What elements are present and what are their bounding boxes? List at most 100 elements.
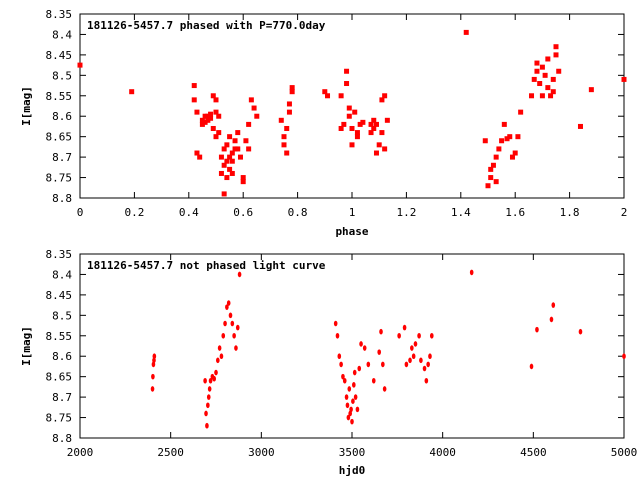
data-point <box>235 130 241 136</box>
data-point <box>345 402 350 409</box>
x-tick-label: 2 <box>621 206 628 219</box>
data-point <box>221 332 226 339</box>
x-tick-label: 1.8 <box>560 206 580 219</box>
y-tick-label: 8.8 <box>52 432 72 445</box>
data-point <box>463 29 469 35</box>
data-point <box>553 52 559 58</box>
y-tick-label: 8.7 <box>52 151 72 164</box>
data-point <box>493 154 499 160</box>
data-point <box>289 89 295 95</box>
data-point <box>221 191 227 197</box>
data-point <box>194 109 200 115</box>
data-point <box>281 142 287 148</box>
data-point <box>408 357 412 364</box>
y-axis-label: I[mag] <box>20 326 33 366</box>
data-point <box>382 386 387 392</box>
data-point <box>535 326 539 333</box>
y-tick-label: 8.65 <box>46 371 73 384</box>
data-point <box>223 320 227 327</box>
y-tick-label: 8.65 <box>46 131 73 144</box>
chart-title: 181126-5457.7 phased with P=770.0day <box>87 19 326 32</box>
data-point <box>337 353 342 360</box>
data-point <box>221 162 227 168</box>
data-point <box>422 365 427 372</box>
data-point <box>410 345 414 351</box>
data-point <box>199 117 205 123</box>
data-point <box>341 121 347 127</box>
data-point <box>371 377 376 384</box>
chart-title: 181126-5457.7 not phased light curve <box>87 259 326 272</box>
data-point <box>371 117 377 123</box>
x-tick-label: 0.6 <box>233 206 253 219</box>
data-point <box>490 162 496 168</box>
data-point <box>373 121 379 127</box>
x-tick-label: 1.2 <box>396 206 416 219</box>
data-point <box>225 304 229 310</box>
plot-frame <box>79 13 625 199</box>
data-point <box>204 410 208 417</box>
data-point <box>286 109 292 115</box>
x-tick-label: 2000 <box>67 446 94 459</box>
y-tick-label: 8.35 <box>46 248 73 261</box>
data-point <box>150 386 155 392</box>
data-point <box>539 64 545 70</box>
y-tick-label: 8.75 <box>46 412 73 425</box>
data-point <box>251 105 257 111</box>
data-point <box>240 179 246 185</box>
data-point <box>577 123 583 129</box>
data-point <box>333 320 338 327</box>
data-point <box>346 105 352 111</box>
data-point <box>197 154 203 160</box>
data-point <box>413 341 418 347</box>
data-point <box>349 406 353 413</box>
data-point <box>556 68 562 74</box>
data-point <box>550 89 556 95</box>
data-point <box>371 125 377 131</box>
data-point <box>419 357 423 364</box>
data-point <box>335 332 340 339</box>
unphased-light-curve-panel: 2000 2500 3000 3500 4000 4500 5000 8.35 8.4 8.45 8… <box>20 248 637 477</box>
y-axis-label: I[mag] <box>20 86 33 126</box>
data-point <box>539 93 545 99</box>
data-point <box>199 121 205 127</box>
data-point <box>322 89 328 95</box>
data-point <box>227 166 233 172</box>
data-point <box>218 154 224 160</box>
data-point <box>246 121 252 127</box>
data-point <box>152 353 157 360</box>
data-point <box>429 332 434 339</box>
data-point <box>578 328 583 335</box>
data-point <box>417 332 421 339</box>
data-point <box>379 130 385 136</box>
data-point <box>229 170 235 176</box>
data-point <box>351 398 355 405</box>
data-point <box>551 302 556 308</box>
data-point <box>545 56 551 62</box>
data-point <box>205 422 209 429</box>
data-point <box>381 361 385 368</box>
y-tick-label: 8.6 <box>52 110 72 123</box>
y-tick-label: 8.6 <box>52 350 72 363</box>
data-point <box>622 353 626 360</box>
data-point <box>501 121 507 127</box>
data-point <box>235 146 241 152</box>
data-point <box>360 119 366 125</box>
data-point <box>210 93 216 99</box>
data-point <box>278 117 284 123</box>
data-point <box>214 369 218 376</box>
data-point <box>213 134 219 140</box>
data-point <box>493 179 499 185</box>
data-point <box>553 44 559 50</box>
data-point <box>224 175 230 181</box>
data-point <box>344 394 349 400</box>
y-tick-label: 8.8 <box>52 192 72 205</box>
data-point <box>341 373 345 380</box>
data-point <box>216 130 222 136</box>
data-point <box>218 170 224 176</box>
y-tick-label: 8.4 <box>52 268 72 281</box>
data-point <box>512 150 518 156</box>
x-axis-label: phase <box>335 225 368 238</box>
data-point <box>207 386 212 392</box>
data-point <box>208 115 214 121</box>
